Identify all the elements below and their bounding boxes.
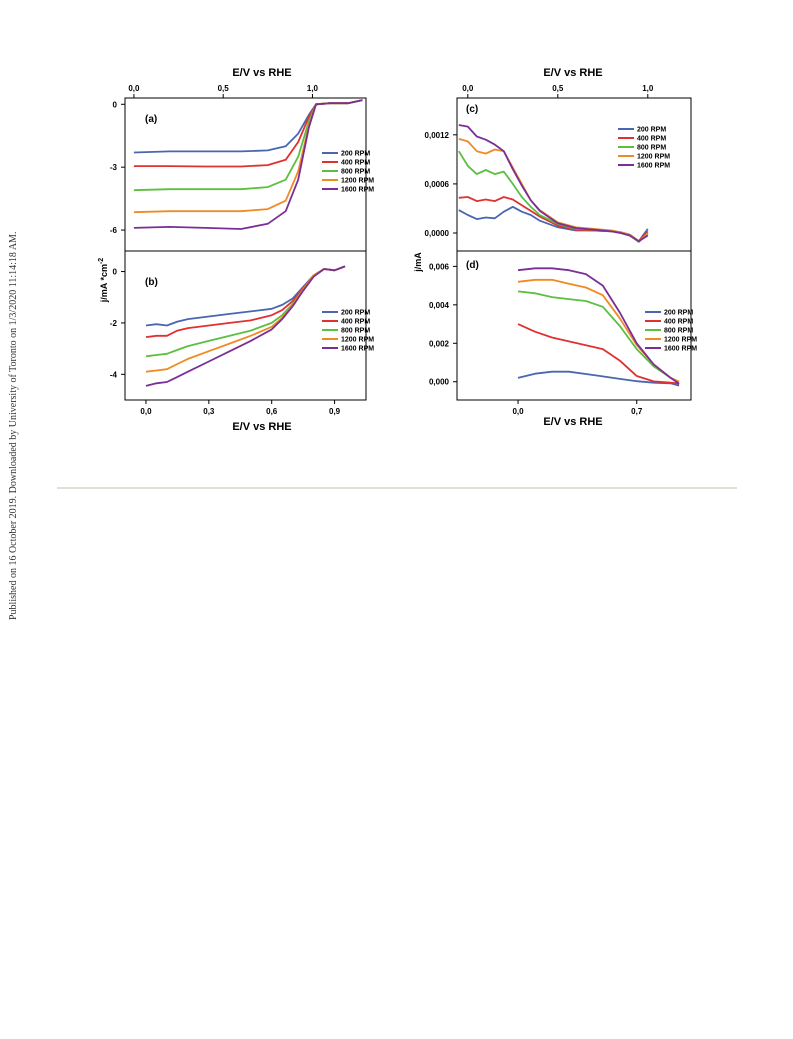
x-tick-label: 0,0	[512, 407, 524, 416]
legend-label: 400 RPM	[341, 160, 370, 167]
series-line	[517, 323, 680, 385]
page-divider	[57, 487, 737, 489]
panel-label: (a)	[145, 114, 157, 125]
legend-label: 1200 RPM	[341, 178, 374, 185]
legend-label: 200 RPM	[664, 310, 693, 317]
legend-label: 1200 RPM	[341, 337, 374, 344]
series-line	[145, 265, 346, 387]
plot-frame	[124, 250, 367, 401]
legend-label: 400 RPM	[341, 319, 370, 326]
series-line	[145, 265, 346, 338]
x-tick-label: 0,6	[266, 407, 278, 416]
x-axis-title: E/V vs RHE	[232, 67, 291, 79]
legend-label: 400 RPM	[664, 319, 693, 326]
y-tick-label: 0,0012	[425, 131, 450, 140]
legend-label: 800 RPM	[637, 145, 666, 152]
y-tick-label: -2	[110, 319, 118, 328]
series-line	[517, 290, 680, 383]
y-tick-label: 0	[113, 268, 118, 277]
legend-label: 400 RPM	[637, 136, 666, 143]
legend-label: 800 RPM	[341, 169, 370, 176]
legend-label: 1200 RPM	[664, 337, 697, 344]
y-tick-label: 0,0006	[425, 180, 450, 189]
y-axis-title: j/mA *cm-2	[98, 258, 109, 304]
legend-label: 200 RPM	[637, 127, 666, 134]
y-tick-label: -3	[110, 163, 118, 172]
y-tick-label: 0,004	[429, 301, 450, 310]
x-tick-label: 0,0	[128, 84, 140, 93]
x-tick-label: 0,9	[329, 407, 341, 416]
x-tick-label: 0,0	[462, 84, 474, 93]
series-line	[133, 99, 363, 168]
y-tick-label: 0,002	[429, 339, 450, 348]
series-line	[145, 265, 346, 373]
legend-label: 800 RPM	[664, 328, 693, 335]
x-tick-label: 1,0	[642, 84, 654, 93]
x-tick-label: 0,0	[140, 407, 152, 416]
y-tick-label: 0	[113, 100, 118, 109]
panel-c: 0,0 0,5 1,0 0,0012 0,0006 0,0000 (c) 200 RPM 400…	[425, 84, 692, 252]
x-tick-label: 1,0	[307, 84, 319, 93]
series-line	[133, 99, 363, 192]
panel-label: (c)	[466, 104, 478, 115]
series-line	[133, 99, 363, 214]
y-tick-label: 0,000	[429, 378, 450, 387]
panel-a: 0,0 0,5 1,0 0 -3 -6 (a) 200 RPM 400 RPM 800 RPM 12…	[110, 84, 374, 252]
legend-label: 1600 RPM	[341, 346, 374, 353]
panel-label: (d)	[466, 260, 479, 271]
y-tick-label: 0,0000	[425, 229, 450, 238]
legend-label: 200 RPM	[341, 310, 370, 317]
legend-label: 1600 RPM	[341, 187, 374, 194]
series-line	[458, 124, 649, 243]
y-tick-label: -6	[110, 226, 118, 235]
y-axis-title: j/mA	[413, 252, 423, 273]
series-line	[133, 99, 363, 154]
series-line	[517, 267, 680, 385]
x-tick-label: 0,5	[218, 84, 230, 93]
x-axis-title: E/V vs RHE	[543, 416, 602, 428]
series-line	[517, 370, 680, 387]
panel-d: 0,0 0,7 0,006 0,004 0,002 0,000 (d) 200 RPM 400 …	[429, 250, 697, 416]
y-tick-label: -4	[110, 370, 118, 379]
x-axis-title: E/V vs RHE	[232, 421, 291, 433]
series-line	[133, 99, 363, 230]
panel-b: 0,0 0,3 0,6 0,9 0 -2 -4 (b) 200 RPM 400 RPM 800 RP…	[110, 250, 374, 416]
x-tick-label: 0,3	[203, 407, 215, 416]
figure: 0,0 0,5 1,0 0 -3 -6 (a) 200 RPM 400 RPM 800 RPM 12…	[98, 67, 697, 433]
legend-label: 1600 RPM	[664, 346, 697, 353]
x-tick-label: 0,5	[552, 84, 564, 93]
plot-frame	[456, 250, 692, 401]
x-tick-label: 0,7	[631, 407, 643, 416]
y-tick-label: 0,006	[429, 262, 450, 271]
legend-label: 1200 RPM	[637, 154, 670, 161]
legend-label: 1600 RPM	[637, 163, 670, 170]
panel-label: (b)	[145, 277, 158, 288]
legend-label: 800 RPM	[341, 328, 370, 335]
x-axis-title: E/V vs RHE	[543, 67, 602, 79]
legend-label: 200 RPM	[341, 151, 370, 158]
